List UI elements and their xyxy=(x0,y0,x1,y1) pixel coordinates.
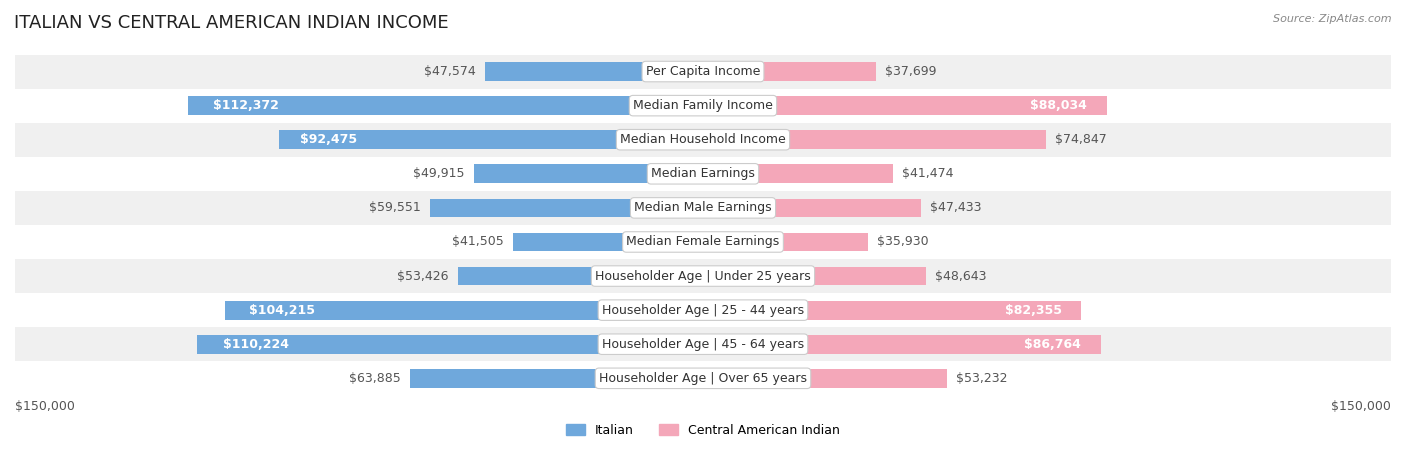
Bar xyxy=(703,233,868,251)
Text: $150,000: $150,000 xyxy=(15,401,75,413)
Bar xyxy=(187,96,703,115)
Text: $63,885: $63,885 xyxy=(349,372,401,385)
Text: $82,355: $82,355 xyxy=(1005,304,1062,317)
Bar xyxy=(485,62,703,81)
Bar xyxy=(703,301,1081,319)
Text: $110,224: $110,224 xyxy=(222,338,288,351)
Text: Median Female Earnings: Median Female Earnings xyxy=(627,235,779,248)
Legend: Italian, Central American Indian: Italian, Central American Indian xyxy=(561,419,845,442)
Text: $47,574: $47,574 xyxy=(423,65,475,78)
Text: $53,426: $53,426 xyxy=(398,269,449,283)
Text: $104,215: $104,215 xyxy=(249,304,315,317)
Bar xyxy=(15,191,1391,225)
Bar xyxy=(703,335,1101,354)
Bar xyxy=(225,301,703,319)
Text: $35,930: $35,930 xyxy=(877,235,928,248)
Bar xyxy=(474,164,703,183)
Text: $59,551: $59,551 xyxy=(368,201,420,214)
Bar xyxy=(15,55,1391,89)
Bar xyxy=(703,198,921,217)
Text: $86,764: $86,764 xyxy=(1024,338,1081,351)
Text: $74,847: $74,847 xyxy=(1056,133,1107,146)
Text: $112,372: $112,372 xyxy=(214,99,280,112)
Text: $47,433: $47,433 xyxy=(929,201,981,214)
Bar xyxy=(703,369,948,388)
Text: $37,699: $37,699 xyxy=(886,65,936,78)
Text: Householder Age | Under 25 years: Householder Age | Under 25 years xyxy=(595,269,811,283)
Bar xyxy=(15,89,1391,123)
Bar xyxy=(411,369,703,388)
Bar xyxy=(15,157,1391,191)
Bar xyxy=(458,267,703,285)
Bar xyxy=(703,96,1107,115)
Text: $41,474: $41,474 xyxy=(903,167,953,180)
Text: Median Male Earnings: Median Male Earnings xyxy=(634,201,772,214)
Text: Median Household Income: Median Household Income xyxy=(620,133,786,146)
Bar xyxy=(278,130,703,149)
Text: ITALIAN VS CENTRAL AMERICAN INDIAN INCOME: ITALIAN VS CENTRAL AMERICAN INDIAN INCOM… xyxy=(14,14,449,32)
Bar xyxy=(15,259,1391,293)
Bar xyxy=(703,62,876,81)
Text: Source: ZipAtlas.com: Source: ZipAtlas.com xyxy=(1274,14,1392,24)
Bar xyxy=(15,293,1391,327)
Text: Median Family Income: Median Family Income xyxy=(633,99,773,112)
Text: $150,000: $150,000 xyxy=(1331,401,1391,413)
Text: Householder Age | 25 - 44 years: Householder Age | 25 - 44 years xyxy=(602,304,804,317)
Bar xyxy=(703,267,927,285)
Text: $53,232: $53,232 xyxy=(956,372,1008,385)
Text: $88,034: $88,034 xyxy=(1029,99,1087,112)
Bar xyxy=(15,123,1391,157)
Text: Householder Age | Over 65 years: Householder Age | Over 65 years xyxy=(599,372,807,385)
Text: Median Earnings: Median Earnings xyxy=(651,167,755,180)
Bar xyxy=(703,164,893,183)
Bar xyxy=(430,198,703,217)
Text: $92,475: $92,475 xyxy=(299,133,357,146)
Bar xyxy=(197,335,703,354)
Text: $49,915: $49,915 xyxy=(413,167,465,180)
Bar xyxy=(513,233,703,251)
Bar xyxy=(15,361,1391,396)
Text: Per Capita Income: Per Capita Income xyxy=(645,65,761,78)
Text: $48,643: $48,643 xyxy=(935,269,987,283)
Bar xyxy=(703,130,1046,149)
Text: Householder Age | 45 - 64 years: Householder Age | 45 - 64 years xyxy=(602,338,804,351)
Bar xyxy=(15,327,1391,361)
Bar xyxy=(15,225,1391,259)
Text: $41,505: $41,505 xyxy=(451,235,503,248)
